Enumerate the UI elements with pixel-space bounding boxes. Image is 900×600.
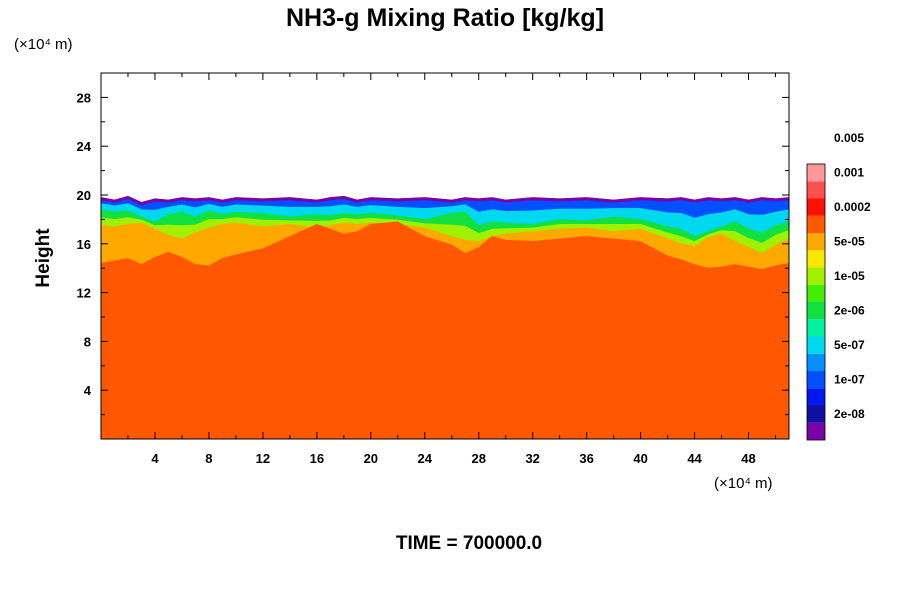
colorbar-label: 5e-07 [834, 338, 865, 352]
colorbar-label: 0.0002 [834, 200, 871, 214]
colorbar-label: 2e-06 [834, 304, 865, 318]
plot-frame [100, 72, 790, 440]
colorbar-label: 5e-05 [834, 235, 865, 249]
colorbar-swatch [807, 181, 825, 199]
layer-red [100, 221, 790, 440]
colorbar-swatch [807, 388, 825, 406]
colorbar-swatch [807, 284, 825, 302]
colorbar-swatch [807, 319, 825, 337]
x-tick-label: 4 [151, 451, 159, 466]
x-tick-label: 36 [579, 451, 593, 466]
colorbar-label: 0.005 [834, 131, 864, 145]
colorbar-swatch [807, 215, 825, 233]
y-axis-unit: (×10⁴ m) [14, 36, 73, 53]
colorbar-swatch [807, 371, 825, 389]
colorbar-label: 2e-08 [834, 407, 865, 421]
colorbar-swatch [807, 250, 825, 268]
x-tick-label: 32 [525, 451, 539, 466]
x-tick-label: 16 [310, 451, 324, 466]
x-tick-label: 12 [256, 451, 270, 466]
y-tick-label: 20 [77, 188, 91, 203]
y-tick-label: 8 [84, 334, 91, 349]
x-tick-label: 20 [364, 451, 378, 466]
x-tick-label: 48 [741, 451, 755, 466]
colorbar-swatch [807, 267, 825, 285]
colorbar-label: 0.001 [834, 166, 864, 180]
colorbar-swatch [807, 302, 825, 320]
y-tick-label: 4 [84, 383, 92, 398]
colorbar-swatch [807, 353, 825, 371]
x-tick-label: 24 [418, 451, 433, 466]
x-tick-label: 28 [471, 451, 485, 466]
x-tick-label: 8 [205, 451, 212, 466]
y-tick-label: 16 [77, 237, 91, 252]
colorbar-swatch [807, 336, 825, 354]
x-tick-label: 40 [633, 451, 647, 466]
colorbar-swatch [807, 164, 825, 182]
time-label: TIME = 700000.0 [396, 533, 542, 554]
x-tick-label: 44 [687, 451, 702, 466]
chart-title: NH3-g Mixing Ratio [kg/kg] [286, 4, 604, 32]
colorbar-swatch [807, 422, 825, 440]
colorbar-swatch [807, 405, 825, 423]
colorbar-swatch [807, 198, 825, 216]
x-axis-unit: (×10⁴ m) [714, 475, 773, 492]
y-tick-label: 28 [77, 90, 91, 105]
colorbar: 2e-08 1e-07 5e-07 2e-06 1e-05 5e-05 0.0002 0.00… [806, 131, 871, 441]
colorbar-swatch [807, 233, 825, 251]
y-axis-label: Height [33, 228, 54, 288]
y-tick-label: 12 [77, 286, 91, 301]
colorbar-frame [806, 163, 826, 441]
colorbar-label: 1e-05 [834, 269, 865, 283]
y-tick-label: 24 [77, 139, 92, 154]
mixing-ratio-field [100, 195, 790, 440]
colorbar-label: 1e-07 [834, 373, 865, 387]
